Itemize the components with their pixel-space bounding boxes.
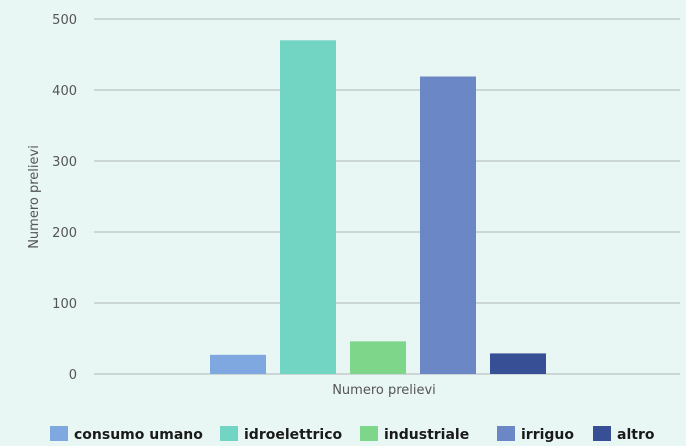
bars	[210, 40, 546, 375]
legend-label: idroelettrico	[244, 427, 343, 443]
y-tick-label: 200	[52, 226, 77, 241]
legend-label: irriguo	[521, 427, 574, 443]
y-tick-label: 0	[69, 368, 77, 383]
y-axis-label: Numero prelievi	[27, 145, 42, 249]
bar-irriguo	[420, 76, 476, 374]
legend-item-industriale: industriale	[360, 426, 469, 443]
legend: consumo umano idroelettrico industriale irr…	[50, 426, 655, 443]
bar-altro	[490, 353, 546, 374]
bar-consumo-umano	[210, 354, 266, 374]
y-tick-label: 100	[52, 297, 77, 312]
y-tick-label: 500	[52, 13, 77, 28]
legend-swatch	[50, 426, 68, 441]
gridlines	[94, 18, 680, 375]
legend-swatch	[593, 426, 611, 441]
legend-swatch	[220, 426, 238, 441]
bar-idroelettrico	[280, 40, 336, 375]
legend-item-irriguo: irriguo	[497, 426, 574, 443]
y-axis-tick-labels: 0 100 200 300 400 500	[52, 13, 77, 383]
legend-item-altro: altro	[593, 426, 655, 443]
legend-item-consumo-umano: consumo umano	[50, 426, 203, 443]
legend-label: consumo umano	[74, 427, 203, 443]
legend-item-idroelettrico: idroelettrico	[220, 426, 343, 443]
y-tick-label: 300	[52, 155, 77, 170]
legend-label: altro	[617, 427, 655, 443]
legend-label: industriale	[384, 427, 469, 443]
legend-swatch	[360, 426, 378, 441]
legend-swatch	[497, 426, 515, 441]
x-axis-label: Numero prelievi	[332, 383, 436, 398]
y-tick-label: 400	[52, 84, 77, 99]
bar-industriale	[350, 341, 406, 374]
